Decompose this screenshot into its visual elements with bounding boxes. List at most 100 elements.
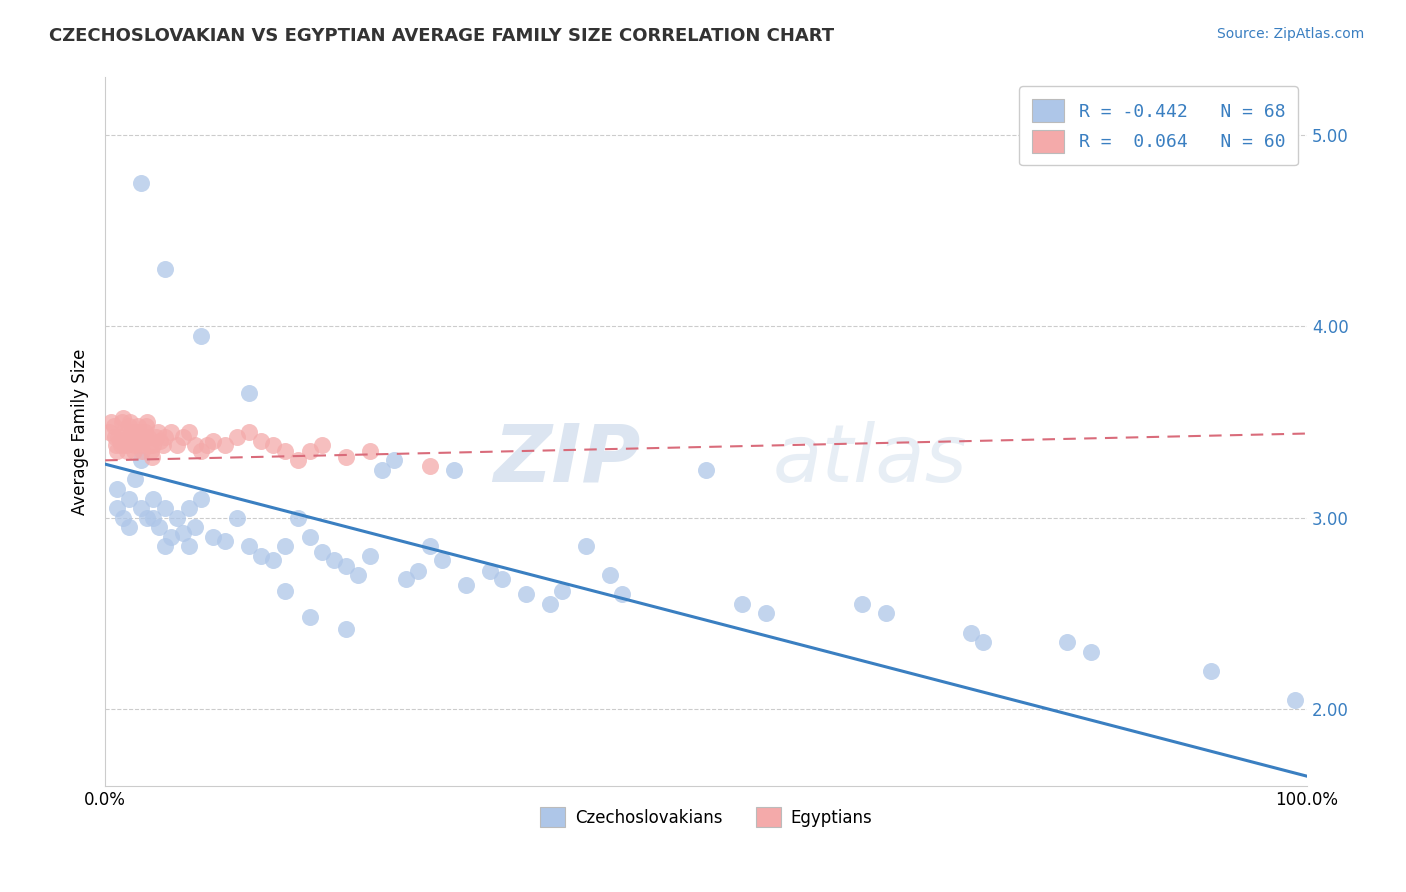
Point	[138, 438, 160, 452]
Point	[103, 418, 125, 433]
Legend: Czechoslovakians, Egyptians: Czechoslovakians, Egyptians	[533, 800, 879, 834]
Point	[152, 438, 174, 452]
Point	[274, 583, 297, 598]
Point	[105, 438, 128, 452]
Point	[1199, 664, 1222, 678]
Point	[128, 425, 150, 439]
Point	[238, 540, 260, 554]
Point	[112, 411, 135, 425]
Point	[515, 587, 537, 601]
Point	[179, 501, 201, 516]
Point	[184, 438, 207, 452]
Point	[166, 438, 188, 452]
Point	[263, 553, 285, 567]
Point	[419, 459, 441, 474]
Text: atlas: atlas	[772, 421, 967, 499]
Point	[111, 415, 134, 429]
Point	[250, 434, 273, 449]
Point	[139, 443, 162, 458]
Point	[160, 530, 183, 544]
Point	[136, 510, 159, 524]
Point	[104, 430, 127, 444]
Point	[135, 418, 157, 433]
Point	[145, 430, 167, 444]
Point	[129, 501, 152, 516]
Point	[125, 430, 148, 444]
Point	[214, 438, 236, 452]
Point	[124, 473, 146, 487]
Point	[134, 425, 156, 439]
Point	[155, 261, 177, 276]
Point	[538, 597, 561, 611]
Point	[115, 443, 138, 458]
Point	[406, 565, 429, 579]
Point	[148, 520, 170, 534]
Point	[129, 438, 152, 452]
Point	[118, 418, 141, 433]
Point	[172, 430, 194, 444]
Text: CZECHOSLOVAKIAN VS EGYPTIAN AVERAGE FAMILY SIZE CORRELATION CHART: CZECHOSLOVAKIAN VS EGYPTIAN AVERAGE FAMI…	[49, 27, 834, 45]
Point	[190, 329, 212, 343]
Point	[179, 425, 201, 439]
Point	[972, 635, 994, 649]
Point	[1080, 645, 1102, 659]
Point	[110, 438, 132, 452]
Point	[226, 430, 249, 444]
Point	[105, 443, 128, 458]
Point	[129, 434, 152, 449]
Point	[359, 549, 381, 563]
Text: ZIP: ZIP	[492, 421, 640, 499]
Point	[114, 425, 136, 439]
Point	[190, 491, 212, 506]
Point	[105, 482, 128, 496]
Point	[755, 607, 778, 621]
Point	[155, 430, 177, 444]
Point	[335, 450, 357, 464]
Point	[430, 553, 453, 567]
Point	[131, 443, 153, 458]
Point	[454, 578, 477, 592]
Point	[132, 430, 155, 444]
Point	[142, 438, 165, 452]
Point	[575, 540, 598, 554]
Point	[214, 533, 236, 548]
Point	[190, 443, 212, 458]
Point	[122, 443, 145, 458]
Point	[370, 463, 392, 477]
Point	[120, 415, 142, 429]
Point	[238, 425, 260, 439]
Point	[551, 583, 574, 598]
Point	[250, 549, 273, 563]
Point	[108, 434, 131, 449]
Point	[959, 625, 981, 640]
Point	[875, 607, 897, 621]
Point	[443, 463, 465, 477]
Point	[121, 425, 143, 439]
Point	[97, 425, 120, 439]
Point	[298, 443, 321, 458]
Point	[155, 501, 177, 516]
Point	[202, 530, 225, 544]
Point	[195, 438, 218, 452]
Point	[138, 430, 160, 444]
Point	[395, 572, 418, 586]
Point	[149, 434, 172, 449]
Point	[136, 415, 159, 429]
Point	[118, 491, 141, 506]
Point	[118, 520, 141, 534]
Point	[1056, 635, 1078, 649]
Point	[274, 540, 297, 554]
Point	[382, 453, 405, 467]
Point	[124, 438, 146, 452]
Point	[335, 558, 357, 573]
Point	[121, 434, 143, 449]
Point	[478, 565, 501, 579]
Point	[142, 491, 165, 506]
Point	[287, 510, 309, 524]
Point	[346, 568, 368, 582]
Y-axis label: Average Family Size: Average Family Size	[72, 349, 89, 515]
Point	[172, 526, 194, 541]
Point	[141, 450, 163, 464]
Point	[851, 597, 873, 611]
Point	[184, 520, 207, 534]
